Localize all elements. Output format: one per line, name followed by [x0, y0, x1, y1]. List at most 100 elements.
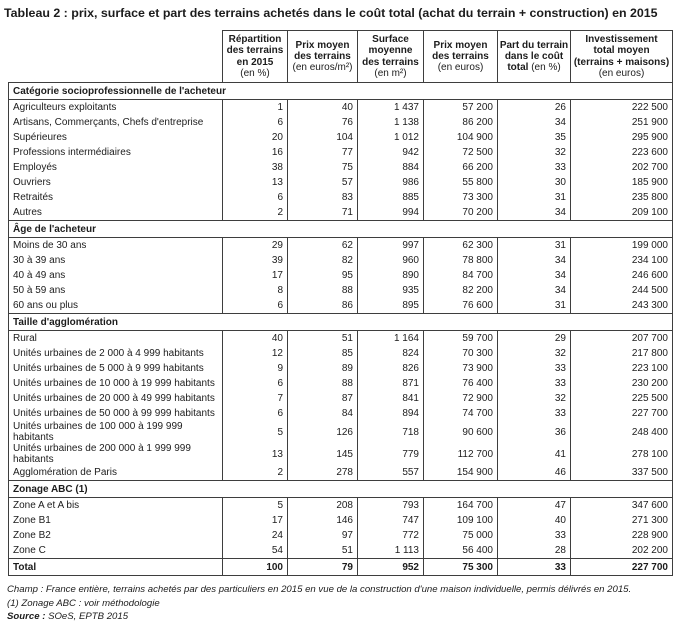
cell-value: 225 500 [570, 391, 673, 407]
cell-value: 202 200 [570, 543, 673, 559]
cell-value: 79 [287, 558, 358, 577]
cell-value: 227 700 [570, 558, 673, 577]
cell-value: 244 500 [570, 283, 673, 299]
row-label: Zone A et A bis [8, 497, 223, 514]
terrain-statistics-table: Répartition des terrains en 2015 (en %) Prix… [8, 29, 673, 577]
table-row: Unités urbaines de 100 000 à 199 999 hab… [8, 421, 673, 444]
cell-value: 88 [287, 376, 358, 392]
cell-value: 1 012 [357, 130, 424, 146]
cell-value: 185 900 [570, 175, 673, 191]
cell-value: 40 [222, 330, 288, 347]
cell-value: 12 [222, 346, 288, 362]
cell-value: 84 [287, 406, 358, 422]
cell-value: 36 [497, 421, 571, 444]
cell-value: 33 [497, 361, 571, 377]
table-row: Unités urbaines de 10 000 à 19 999 habit… [8, 376, 673, 392]
table-row: Total 100 79 952 75 300 33 227 700 [8, 558, 673, 577]
table-row: Autres 2 71 994 70 200 34 209 100 [8, 205, 673, 221]
section-header-row: Zonage ABC (1) [8, 480, 673, 499]
total-label: Total [8, 558, 223, 577]
row-label: Unités urbaines de 100 000 à 199 999 hab… [8, 421, 223, 444]
footnote-source: Source : SOeS, EPTB 2015 [7, 610, 672, 624]
table-row: Unités urbaines de 50 000 à 99 999 habit… [8, 406, 673, 422]
cell-value: 26 [497, 99, 571, 116]
cell-value: 779 [357, 443, 424, 466]
table-row: Zone C 54 51 1 113 56 400 28 202 200 [8, 543, 673, 559]
table-row: Employés 38 75 884 66 200 33 202 700 [8, 160, 673, 176]
footnote-zonage: (1) Zonage ABC : voir méthodologie [7, 597, 160, 609]
cell-value: 88 [287, 283, 358, 299]
cell-value: 895 [357, 298, 424, 314]
footnotes: Champ : France entière, terrains achetés… [7, 583, 672, 624]
cell-value: 85 [287, 346, 358, 362]
section-header-row: Âge de l'acheteur [8, 220, 673, 239]
cell-value: 75 300 [423, 558, 498, 577]
cell-value: 6 [222, 298, 288, 314]
row-label: Unités urbaines de 2 000 à 4 999 habitan… [8, 346, 223, 362]
cell-value: 202 700 [570, 160, 673, 176]
cell-value: 57 [287, 175, 358, 191]
cell-value: 793 [357, 497, 424, 514]
cell-value: 34 [497, 115, 571, 131]
cell-value: 337 500 [570, 465, 673, 481]
cell-value: 74 700 [423, 406, 498, 422]
cell-value: 952 [357, 558, 424, 577]
row-label: 50 à 59 ans [8, 283, 223, 299]
cell-value: 6 [222, 190, 288, 206]
cell-value: 73 300 [423, 190, 498, 206]
table-row: Unités urbaines de 200 000 à 1 999 999 h… [8, 443, 673, 466]
table-row: 60 ans ou plus 6 86 895 76 600 31 243 300 [8, 298, 673, 314]
table-row: Zone B1 17 146 747 109 100 40 271 300 [8, 513, 673, 529]
cell-value: 32 [497, 346, 571, 362]
cell-value: 6 [222, 376, 288, 392]
cell-value: 994 [357, 205, 424, 221]
cell-value: 2 [222, 205, 288, 221]
section-header-row: Catégorie socioprofessionnelle de l'ache… [8, 82, 673, 101]
cell-value: 40 [497, 513, 571, 529]
cell-value: 942 [357, 145, 424, 161]
cell-value: 243 300 [570, 298, 673, 314]
cell-value: 271 300 [570, 513, 673, 529]
cell-value: 228 900 [570, 528, 673, 544]
row-label: Agglomération de Paris [8, 465, 223, 481]
cell-value: 295 900 [570, 130, 673, 146]
source-text: SOeS, EPTB 2015 [48, 611, 129, 623]
cell-value: 41 [497, 443, 571, 466]
row-label: Unités urbaines de 20 000 à 49 999 habit… [8, 391, 223, 407]
source-label: Source : [7, 611, 46, 623]
cell-value: 6 [222, 115, 288, 131]
cell-value: 97 [287, 528, 358, 544]
cell-value: 78 800 [423, 253, 498, 269]
section-header-label: Catégorie socioprofessionnelle de l'ache… [8, 82, 673, 101]
cell-value: 894 [357, 406, 424, 422]
cell-value: 217 800 [570, 346, 673, 362]
cell-value: 235 800 [570, 190, 673, 206]
row-label: Agriculteurs exploitants [8, 99, 223, 116]
cell-value: 29 [497, 330, 571, 347]
cell-value: 208 [287, 497, 358, 514]
cell-value: 6 [222, 406, 288, 422]
table-row: 30 à 39 ans 39 82 960 78 800 34 234 100 [8, 253, 673, 269]
cell-value: 33 [497, 558, 571, 577]
section-header-label: Âge de l'acheteur [8, 220, 673, 239]
cell-value: 248 400 [570, 421, 673, 444]
cell-value: 66 200 [423, 160, 498, 176]
row-label: Employés [8, 160, 223, 176]
cell-value: 104 [287, 130, 358, 146]
cell-value: 1 [222, 99, 288, 116]
table-row: 40 à 49 ans 17 95 890 84 700 34 246 600 [8, 268, 673, 284]
cell-value: 1 138 [357, 115, 424, 131]
cell-value: 83 [287, 190, 358, 206]
section-header-label: Zonage ABC (1) [8, 480, 673, 499]
cell-value: 32 [497, 391, 571, 407]
cell-value: 347 600 [570, 497, 673, 514]
cell-value: 39 [222, 253, 288, 269]
corner-header-cell [9, 31, 223, 83]
cell-value: 34 [497, 268, 571, 284]
cell-value: 73 900 [423, 361, 498, 377]
row-label: Zone B2 [8, 528, 223, 544]
section-header-label: Taille d'agglomération [8, 313, 673, 332]
cell-value: 164 700 [423, 497, 498, 514]
cell-value: 2 [222, 465, 288, 481]
